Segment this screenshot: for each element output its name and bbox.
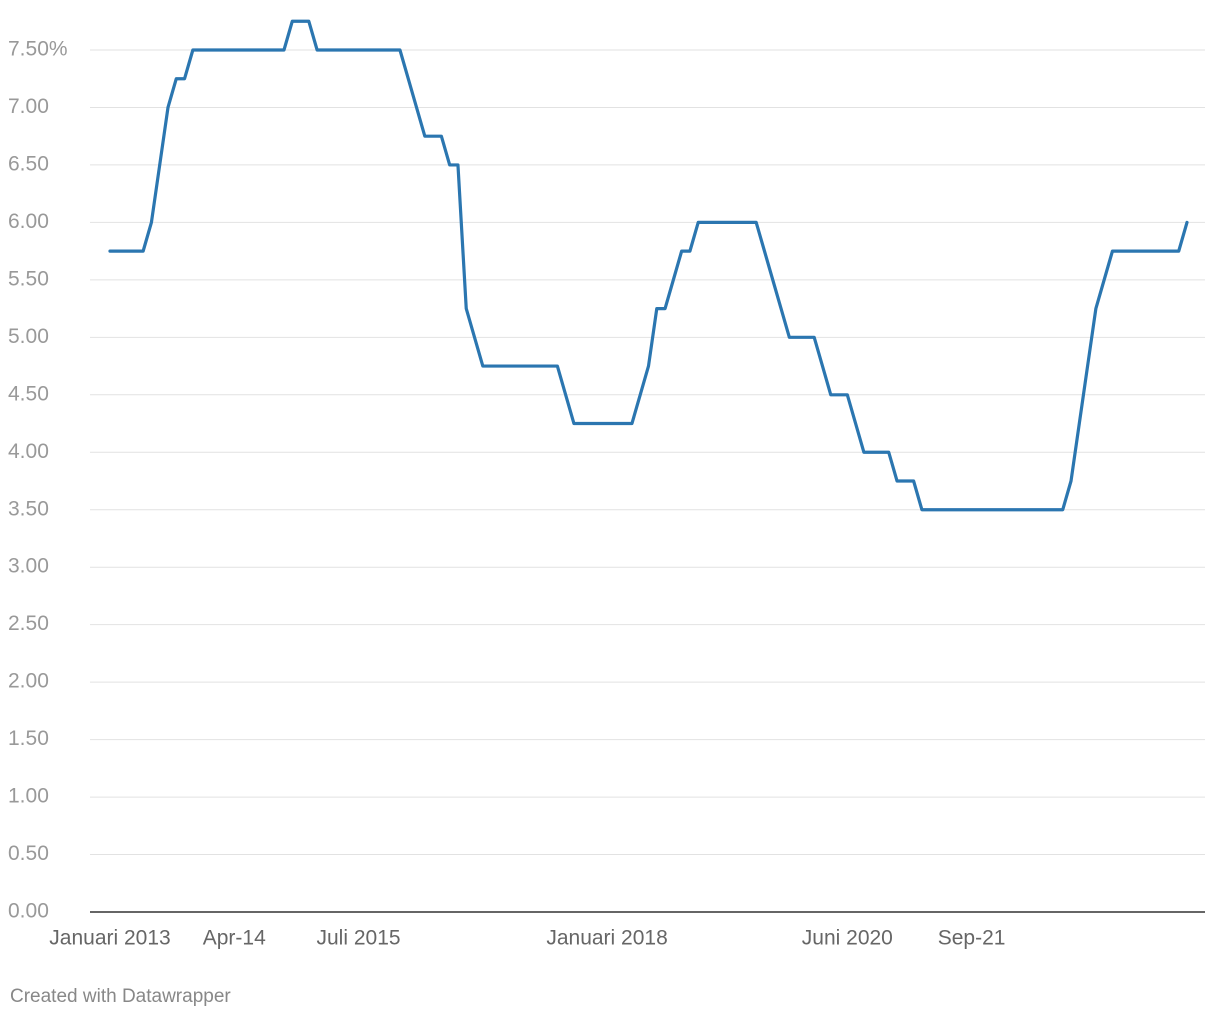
y-tick-label: 5.00 — [8, 325, 49, 348]
line — [108, 19, 1189, 512]
footer: Created with Datawrapper — [10, 986, 231, 1007]
y-tick-label: 3.50 — [8, 497, 49, 520]
y-tick-label: 6.00 — [8, 210, 49, 233]
x-tick-label: Juli 2015 — [317, 927, 401, 950]
y-tick-label: 4.00 — [8, 440, 49, 463]
x-tick-label: Apr-14 — [203, 927, 266, 950]
y-tick-label: 0.00 — [8, 900, 49, 923]
x-tick-label: Juni 2020 — [802, 927, 893, 950]
y-tick-label: 2.50 — [8, 612, 49, 635]
y-tick-label: 1.50 — [8, 727, 49, 750]
y-tick-label: 7.50% — [8, 38, 68, 61]
y-tick-label: 3.00 — [8, 555, 49, 578]
y-tick-label: 5.50 — [8, 267, 49, 290]
y-tick-label: 4.50 — [8, 382, 49, 405]
x-tick-label: Sep-21 — [938, 927, 1006, 950]
y-tick-label: 0.50 — [8, 842, 49, 865]
x-tick-label: Januari 2018 — [546, 927, 667, 950]
y-tick-label: 2.00 — [8, 670, 49, 693]
x-tick-label: Januari 2013 — [49, 927, 170, 950]
y-tick-label: 7.00 — [8, 95, 49, 118]
y-tick-label: 6.50 — [8, 152, 49, 175]
y-tick-label: 1.00 — [8, 785, 49, 808]
